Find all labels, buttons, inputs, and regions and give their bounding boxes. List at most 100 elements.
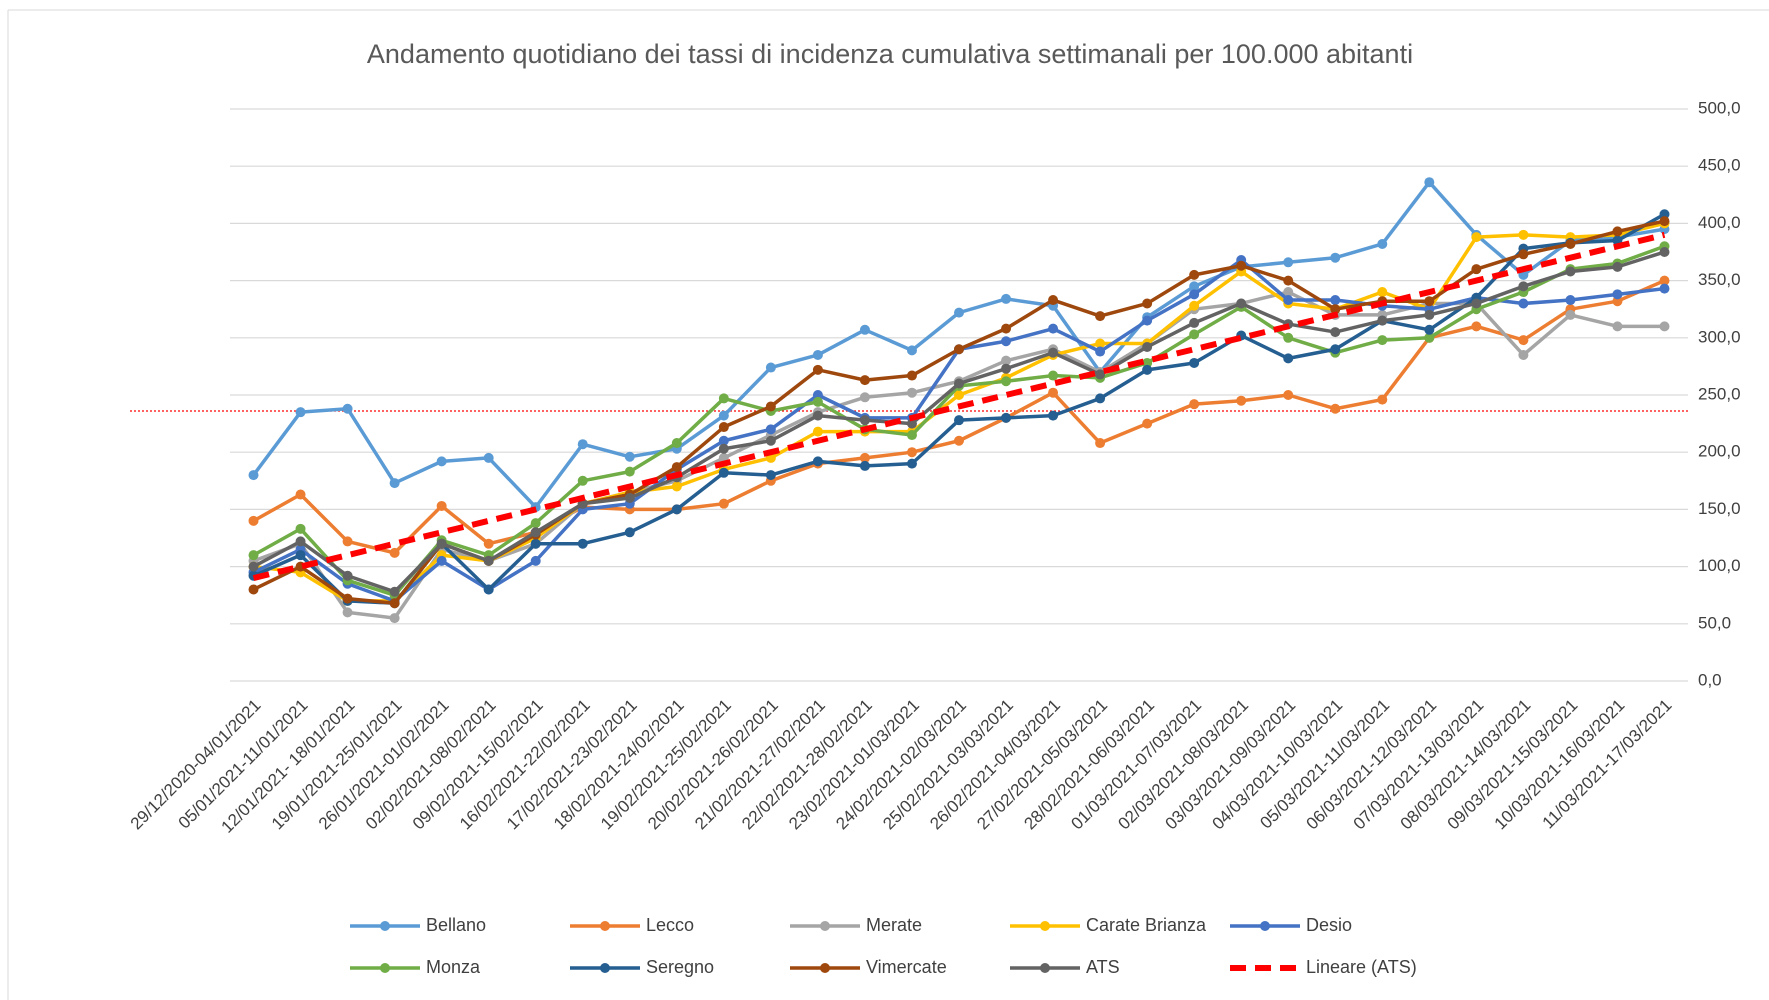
point <box>530 538 541 549</box>
point <box>624 527 635 538</box>
point <box>718 467 729 478</box>
point <box>1283 353 1294 364</box>
point <box>1189 300 1200 311</box>
point <box>1283 257 1294 268</box>
point <box>954 390 964 400</box>
point <box>1330 403 1341 414</box>
point <box>1471 232 1482 243</box>
point <box>1283 332 1294 343</box>
point <box>1048 410 1059 421</box>
point <box>906 418 917 429</box>
point <box>342 536 353 547</box>
trend-line <box>252 231 1666 581</box>
point <box>1377 335 1388 346</box>
point <box>1236 395 1247 406</box>
point <box>389 613 400 624</box>
point <box>389 478 400 489</box>
point <box>906 370 917 381</box>
point <box>906 345 917 356</box>
point <box>624 492 635 503</box>
point <box>1612 289 1623 300</box>
point <box>295 550 306 561</box>
point <box>483 452 494 463</box>
point <box>1518 335 1529 346</box>
point <box>342 593 353 604</box>
legend-label: Carate Brianza <box>1086 915 1207 935</box>
legend-marker <box>600 963 610 973</box>
point <box>859 392 870 403</box>
point <box>1471 298 1482 309</box>
legend-label: Seregno <box>646 957 714 977</box>
point <box>624 466 635 477</box>
point <box>1001 323 1012 334</box>
legend-label: Lineare (ATS) <box>1306 957 1417 977</box>
point <box>1236 260 1247 271</box>
point <box>1612 226 1623 237</box>
point <box>765 470 776 481</box>
legend-label: Lecco <box>646 915 694 935</box>
point <box>1518 281 1529 292</box>
legend-marker <box>820 963 830 973</box>
y-tick-label: 450,0 <box>1698 156 1741 175</box>
point <box>1189 399 1200 410</box>
point <box>436 538 447 549</box>
legend-label: Monza <box>426 957 481 977</box>
point <box>1048 295 1059 306</box>
point <box>624 451 635 462</box>
point <box>1565 309 1576 320</box>
legend-marker <box>380 921 390 931</box>
legend-marker <box>1040 963 1050 973</box>
point <box>295 523 306 534</box>
point <box>530 527 541 538</box>
legend-marker <box>820 921 830 931</box>
point <box>718 443 729 454</box>
point <box>248 515 259 526</box>
point <box>954 307 964 318</box>
point <box>1001 293 1012 304</box>
point <box>1377 315 1388 326</box>
point <box>859 375 870 386</box>
point <box>812 396 823 407</box>
point <box>1330 327 1341 338</box>
point <box>1095 311 1106 322</box>
point <box>1330 295 1341 306</box>
point <box>812 410 823 421</box>
point <box>1377 394 1388 405</box>
y-tick-label: 50,0 <box>1698 613 1731 632</box>
point <box>1189 357 1200 368</box>
y-tick-label: 250,0 <box>1698 384 1741 403</box>
point <box>1142 298 1153 309</box>
point <box>483 538 494 549</box>
point <box>1001 376 1012 387</box>
point <box>1659 209 1670 220</box>
y-tick-label: 300,0 <box>1698 327 1741 346</box>
point <box>1518 229 1529 240</box>
point <box>1142 418 1153 429</box>
point <box>1518 349 1529 360</box>
point <box>1424 177 1435 188</box>
point <box>295 489 306 500</box>
point <box>1283 295 1294 306</box>
point <box>1236 298 1247 309</box>
point <box>1612 321 1623 332</box>
legend-label: ATS <box>1086 957 1120 977</box>
point <box>436 456 447 467</box>
point <box>295 407 306 418</box>
legend-label: Bellano <box>426 915 486 935</box>
y-tick-label: 500,0 <box>1698 98 1741 117</box>
point <box>1142 315 1153 326</box>
point <box>1283 287 1294 298</box>
point <box>1048 347 1059 358</box>
point <box>1330 304 1341 315</box>
point <box>1095 438 1106 449</box>
point <box>389 547 400 558</box>
point <box>1471 321 1482 332</box>
y-tick-label: 150,0 <box>1698 499 1741 518</box>
point <box>1189 269 1200 280</box>
point <box>765 362 776 373</box>
point <box>530 518 541 529</box>
point <box>1142 357 1153 368</box>
point <box>1048 323 1059 334</box>
point <box>1471 264 1482 275</box>
